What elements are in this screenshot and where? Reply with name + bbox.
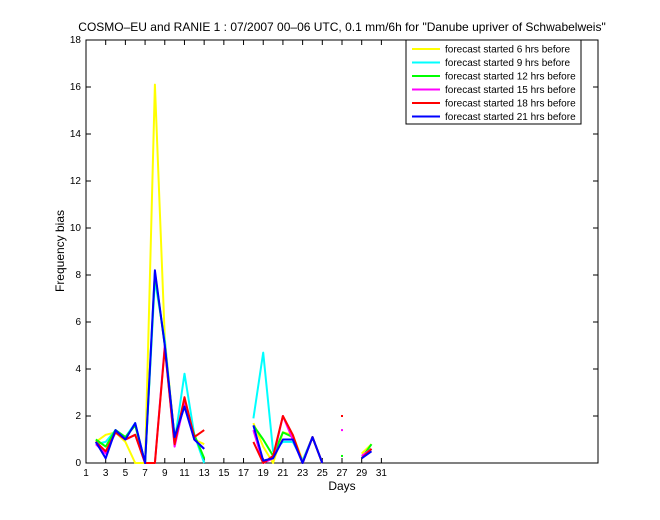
y-axis: 0 2 4 6 8 10 12 14 16 18 bbox=[70, 35, 598, 469]
x-tick-label: 29 bbox=[356, 468, 368, 479]
x-tick-label: 11 bbox=[179, 468, 190, 479]
x-tick-label: 27 bbox=[336, 468, 348, 479]
legend-label: forecast started 12 hrs before bbox=[445, 72, 576, 83]
x-tick-label: 7 bbox=[142, 468, 148, 479]
y-tick-label: 16 bbox=[70, 82, 82, 93]
x-tick-label: 13 bbox=[199, 468, 211, 479]
x-tick-label: 15 bbox=[218, 468, 230, 479]
y-tick-label: 6 bbox=[75, 317, 81, 328]
y-tick-label: 4 bbox=[75, 364, 81, 375]
y-tick-label: 18 bbox=[70, 35, 82, 46]
series-segment bbox=[94, 269, 205, 464]
y-tick-label: 10 bbox=[70, 223, 82, 234]
y-tick-label: 12 bbox=[70, 176, 82, 187]
chart-title: COSMO–EU and RANIE 1 : 07/2007 00–06 UTC… bbox=[78, 20, 605, 34]
legend: forecast started 6 hrs before forecast st… bbox=[405, 39, 582, 125]
legend-label: forecast started 21 hrs before bbox=[445, 112, 576, 123]
y-tick-label: 14 bbox=[70, 129, 82, 140]
x-axis-label: Days bbox=[328, 479, 355, 493]
series-layer bbox=[94, 83, 373, 464]
x-tick-label: 23 bbox=[297, 468, 309, 479]
legend-label: forecast started 15 hrs before bbox=[445, 85, 576, 96]
x-tick-label: 21 bbox=[277, 468, 289, 479]
legend-label: forecast started 18 hrs before bbox=[445, 99, 576, 110]
series-segment bbox=[252, 425, 324, 464]
legend-box bbox=[405, 39, 582, 125]
x-tick-label: 3 bbox=[103, 468, 109, 479]
x-tick-label: 19 bbox=[258, 468, 270, 479]
legend-label: forecast started 9 hrs before bbox=[445, 58, 571, 69]
x-tick-label: 1 bbox=[83, 468, 89, 479]
x-axis: 1 3 5 7 9 11 13 15 17 19 21 23 25 27 29 31 bbox=[83, 40, 387, 479]
x-tick-label: 31 bbox=[376, 468, 388, 479]
x-tick-label: 5 bbox=[123, 468, 129, 479]
x-tick-label: 9 bbox=[162, 468, 168, 479]
y-axis-label: Frequency bias bbox=[53, 210, 67, 292]
x-tick-label: 25 bbox=[317, 468, 329, 479]
y-tick-label: 0 bbox=[75, 458, 81, 469]
y-tick-label: 8 bbox=[75, 270, 81, 281]
series-line bbox=[94, 269, 373, 464]
legend-label: forecast started 6 hrs before bbox=[445, 45, 571, 56]
x-tick-label: 17 bbox=[238, 468, 250, 479]
y-tick-label: 2 bbox=[75, 411, 81, 422]
series-segment bbox=[361, 450, 373, 460]
